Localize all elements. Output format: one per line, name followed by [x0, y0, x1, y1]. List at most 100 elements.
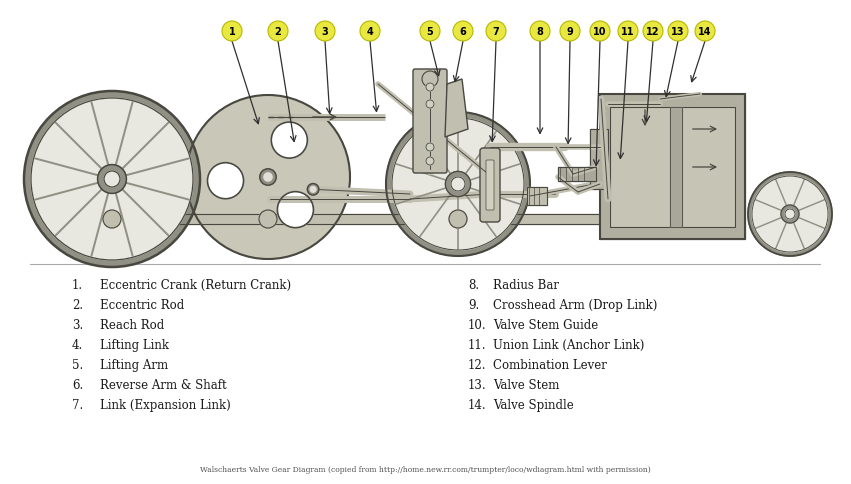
Circle shape [781, 206, 799, 224]
Circle shape [360, 22, 380, 42]
Text: 1: 1 [229, 27, 236, 37]
Circle shape [98, 165, 127, 194]
Circle shape [392, 119, 524, 251]
Circle shape [222, 22, 242, 42]
Text: 14: 14 [699, 27, 711, 37]
Text: 13.: 13. [468, 378, 487, 391]
Circle shape [311, 187, 316, 193]
Circle shape [268, 22, 288, 42]
Text: Valve Stem Guide: Valve Stem Guide [493, 318, 598, 332]
Text: Valve Stem: Valve Stem [493, 378, 559, 391]
Circle shape [590, 22, 610, 42]
Circle shape [695, 22, 715, 42]
Text: 12.: 12. [468, 358, 487, 371]
Text: Eccentric Crank (Return Crank): Eccentric Crank (Return Crank) [100, 278, 291, 291]
Circle shape [426, 101, 434, 109]
Text: 5: 5 [426, 27, 433, 37]
Circle shape [778, 202, 802, 227]
Text: 11: 11 [621, 27, 635, 37]
Text: 14.: 14. [468, 398, 487, 411]
Circle shape [92, 160, 132, 199]
Text: 3: 3 [322, 27, 328, 37]
FancyBboxPatch shape [480, 149, 500, 223]
Text: Reverse Arm & Shaft: Reverse Arm & Shaft [100, 378, 226, 391]
Text: Link (Expansion Link): Link (Expansion Link) [100, 398, 231, 411]
Text: Lifting Arm: Lifting Arm [100, 358, 168, 371]
Text: 7: 7 [493, 27, 500, 37]
Circle shape [618, 22, 638, 42]
Circle shape [31, 99, 193, 260]
Text: Combination Lever: Combination Lever [493, 358, 607, 371]
Bar [610, 108, 735, 227]
Circle shape [752, 177, 828, 253]
Text: Lifting Link: Lifting Link [100, 338, 169, 351]
Text: 9: 9 [567, 27, 574, 37]
Bar [558, 167, 596, 182]
Circle shape [445, 172, 471, 197]
Text: 11.: 11. [468, 338, 487, 351]
Text: 2.: 2. [72, 298, 83, 311]
Text: 7.: 7. [72, 398, 83, 411]
Text: Eccentric Rod: Eccentric Rod [100, 298, 185, 311]
Text: 1.: 1. [72, 278, 83, 291]
FancyBboxPatch shape [413, 70, 447, 174]
Text: 10: 10 [593, 27, 607, 37]
Circle shape [264, 174, 272, 182]
Circle shape [530, 22, 550, 42]
Circle shape [260, 169, 277, 186]
Circle shape [451, 178, 465, 192]
Circle shape [785, 210, 795, 220]
Bar [50, 214, 640, 225]
Circle shape [643, 22, 663, 42]
FancyBboxPatch shape [486, 161, 494, 211]
Bar [600, 95, 745, 240]
Bar [670, 108, 682, 227]
Circle shape [453, 22, 473, 42]
Circle shape [449, 211, 467, 228]
Text: 13: 13 [671, 27, 685, 37]
Text: 2: 2 [275, 27, 282, 37]
Text: 4.: 4. [72, 338, 83, 351]
Text: Radius Bar: Radius Bar [493, 278, 559, 291]
Text: 10.: 10. [468, 318, 487, 332]
Text: Crosshead Arm (Drop Link): Crosshead Arm (Drop Link) [493, 298, 657, 311]
Text: 8.: 8. [468, 278, 479, 291]
Text: Union Link (Anchor Link): Union Link (Anchor Link) [493, 338, 644, 351]
Bar [670, 108, 682, 227]
Text: 5.: 5. [72, 358, 83, 371]
Circle shape [486, 22, 506, 42]
Bar [50, 214, 640, 225]
Circle shape [426, 144, 434, 151]
Text: Valve Spindle: Valve Spindle [493, 398, 574, 411]
Text: 12: 12 [646, 27, 660, 37]
Bar [527, 188, 547, 206]
Circle shape [315, 22, 335, 42]
Bar [590, 130, 608, 190]
Circle shape [748, 173, 832, 257]
Circle shape [420, 22, 440, 42]
Circle shape [307, 184, 319, 196]
Circle shape [560, 22, 580, 42]
Circle shape [422, 72, 438, 88]
Circle shape [426, 84, 434, 92]
Text: 4: 4 [367, 27, 374, 37]
Bar [558, 167, 596, 182]
Text: 3.: 3. [72, 318, 83, 332]
Circle shape [668, 22, 688, 42]
Circle shape [104, 172, 120, 188]
Text: Walschaerts Valve Gear Diagram (copied from http://home.new.rr.com/trumpter/loco: Walschaerts Valve Gear Diagram (copied f… [200, 465, 650, 473]
Bar [610, 108, 735, 227]
Bar [527, 188, 547, 206]
Bar [590, 130, 608, 190]
Text: Reach Rod: Reach Rod [100, 318, 164, 332]
Circle shape [208, 163, 243, 199]
Circle shape [271, 123, 307, 159]
Circle shape [259, 211, 277, 228]
Circle shape [277, 192, 313, 228]
Polygon shape [445, 80, 468, 138]
Text: 6.: 6. [72, 378, 83, 391]
Circle shape [441, 167, 476, 202]
Circle shape [426, 158, 434, 166]
Bar [600, 95, 745, 240]
Circle shape [386, 113, 530, 257]
